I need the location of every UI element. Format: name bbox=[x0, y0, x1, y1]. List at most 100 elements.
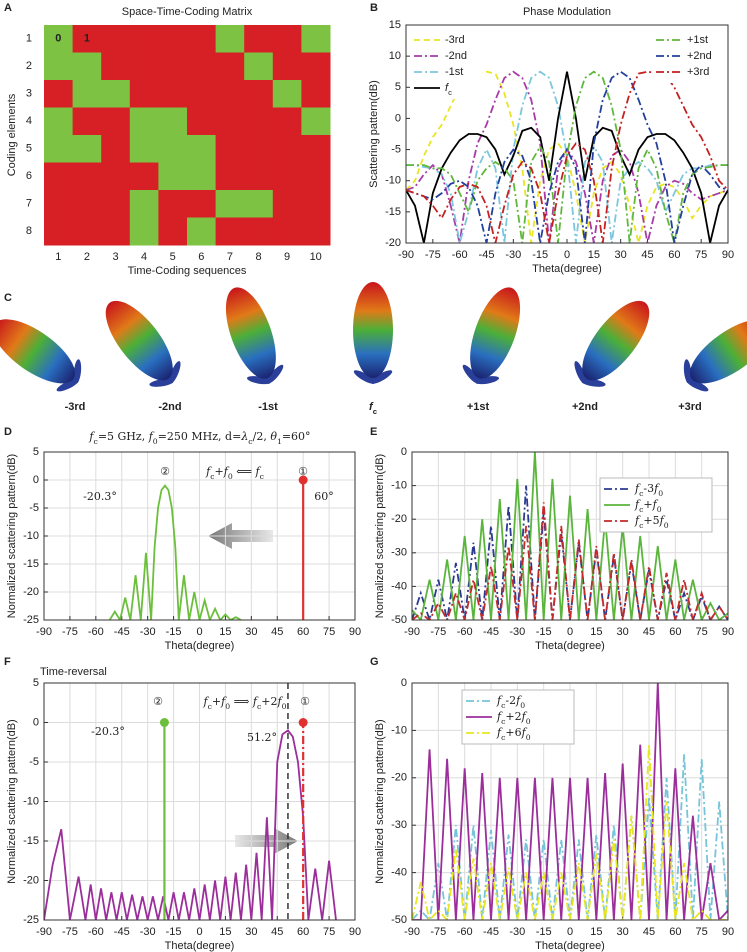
cell bbox=[272, 217, 302, 246]
y-tick-label: -5 bbox=[29, 756, 39, 768]
x-tick-label: -15 bbox=[536, 626, 552, 638]
y-axis-label: Scattering pattern(dB) bbox=[368, 80, 380, 188]
x-tick-label: -90 bbox=[404, 626, 420, 638]
cell bbox=[301, 190, 331, 218]
cell bbox=[129, 217, 159, 246]
x-tick-label: -75 bbox=[430, 626, 446, 638]
cell bbox=[187, 190, 217, 218]
x-tick-label: 15 bbox=[590, 926, 602, 938]
beam-pattern bbox=[105, 300, 181, 387]
x-tick-label: 75 bbox=[323, 626, 335, 638]
x-tick-label: 90 bbox=[349, 626, 361, 638]
x-tick-label: -45 bbox=[479, 249, 495, 261]
cell bbox=[158, 80, 188, 108]
annotation: 60° bbox=[314, 490, 334, 503]
panel-label: F bbox=[4, 656, 11, 668]
cell bbox=[244, 80, 274, 108]
annotation: -20.3° bbox=[91, 725, 125, 738]
cell bbox=[129, 135, 159, 163]
legend-label: fc+5f0 bbox=[634, 514, 669, 530]
y-axis-label: Normalized scattering pattern(dB) bbox=[6, 719, 18, 883]
cell bbox=[272, 162, 302, 191]
y-tick-label: -30 bbox=[391, 547, 407, 559]
cell bbox=[244, 52, 274, 81]
cell bbox=[301, 217, 331, 246]
x-tick-label: 15 bbox=[219, 626, 231, 638]
side-lobe bbox=[371, 370, 393, 384]
y-tick-label: 5 bbox=[395, 81, 401, 93]
annotation: fc+f0 ⟸ fc bbox=[205, 465, 264, 481]
cell bbox=[44, 107, 74, 136]
cell bbox=[215, 217, 245, 246]
y-tick-label: 5 bbox=[26, 143, 32, 155]
x-tick-label: -60 bbox=[457, 926, 473, 938]
x-tick-label: -90 bbox=[36, 926, 52, 938]
cell bbox=[101, 135, 131, 163]
x-tick-label: -30 bbox=[509, 926, 525, 938]
cell bbox=[129, 107, 159, 136]
panel-label: G bbox=[370, 656, 379, 668]
chart-title: fc=5 GHz, f0=250 MHz, d=λc/2, θ1=60° bbox=[88, 430, 310, 446]
cell bbox=[101, 80, 131, 108]
x-tick-label: 8 bbox=[255, 251, 261, 263]
y-tick-label: 5 bbox=[33, 446, 39, 458]
cell bbox=[272, 107, 302, 136]
cell bbox=[101, 217, 131, 246]
y-tick-label: 15 bbox=[389, 19, 401, 31]
x-tick-label: 45 bbox=[641, 249, 653, 261]
beam-pattern bbox=[574, 300, 650, 387]
legend-label: +2nd bbox=[687, 50, 712, 62]
cell bbox=[129, 80, 159, 108]
beam-label: -3rd bbox=[65, 401, 86, 413]
cell bbox=[244, 135, 274, 163]
y-tick-label: 5 bbox=[33, 677, 39, 689]
x-tick-label: 30 bbox=[245, 926, 257, 938]
x-axis-label: Theta(degree) bbox=[165, 640, 235, 652]
x-tick-label: 75 bbox=[323, 926, 335, 938]
beam-label: -2nd bbox=[158, 401, 181, 413]
cell bbox=[272, 52, 302, 81]
x-tick-label: 60 bbox=[669, 926, 681, 938]
x-tick-label: 45 bbox=[643, 626, 655, 638]
x-tick-label: -90 bbox=[36, 626, 52, 638]
cell bbox=[272, 80, 302, 108]
beam-pattern bbox=[683, 319, 747, 392]
main-lobe bbox=[225, 287, 276, 379]
y-tick-label: -25 bbox=[23, 614, 39, 626]
cell bbox=[101, 190, 131, 218]
cell bbox=[301, 162, 331, 191]
panel-label: A bbox=[4, 2, 12, 14]
x-tick-label: 0 bbox=[567, 926, 573, 938]
x-tick-label: 75 bbox=[696, 626, 708, 638]
cell bbox=[129, 25, 159, 53]
cell bbox=[72, 217, 102, 246]
x-tick-label: -45 bbox=[483, 926, 499, 938]
beam-label: +1st bbox=[467, 401, 490, 413]
x-tick-label: -45 bbox=[114, 926, 130, 938]
series-line bbox=[406, 70, 728, 243]
plot-frame bbox=[43, 451, 356, 621]
y-tick-label: 6 bbox=[26, 170, 32, 182]
x-tick-label: -15 bbox=[166, 626, 182, 638]
y-tick-label: -5 bbox=[29, 502, 39, 514]
y-tick-label: 0 bbox=[395, 112, 401, 124]
x-axis-label: Theta(degree) bbox=[535, 640, 605, 652]
cell bbox=[101, 25, 131, 53]
series-line bbox=[406, 71, 728, 243]
x-tick-label: 90 bbox=[722, 926, 734, 938]
x-tick-label: 45 bbox=[271, 626, 283, 638]
cell bbox=[44, 217, 74, 246]
cell bbox=[44, 162, 74, 191]
x-axis-label: Theta(degree) bbox=[535, 940, 605, 952]
x-tick-label: 0 bbox=[564, 249, 570, 261]
cell bbox=[129, 162, 159, 191]
main-lobe bbox=[689, 319, 747, 384]
cell bbox=[158, 52, 188, 81]
legend-label: -3rd bbox=[445, 34, 465, 46]
plot-frame bbox=[405, 24, 729, 244]
y-tick-label: -25 bbox=[23, 914, 39, 926]
x-tick-label: 15 bbox=[590, 626, 602, 638]
main-lobe bbox=[470, 287, 521, 379]
y-tick-label: -15 bbox=[23, 558, 39, 570]
cell bbox=[44, 52, 74, 81]
